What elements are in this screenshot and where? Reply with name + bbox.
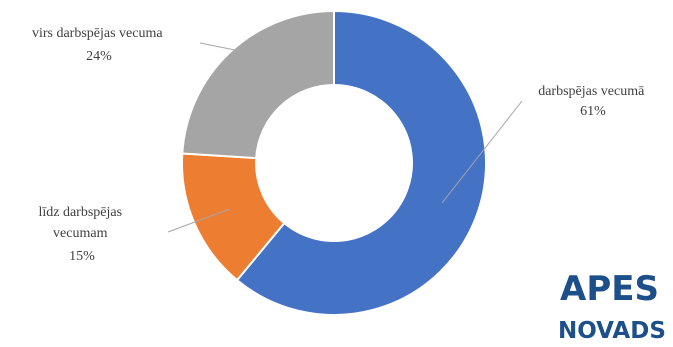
leader-lines-group <box>167 42 523 233</box>
logo-line-apes: APES <box>560 269 659 309</box>
slice-working-age <box>235 9 487 316</box>
label-over-working-age: virs darbspējas vecuma 24% <box>32 26 166 64</box>
label-working-age-percent: 61% <box>580 104 606 119</box>
label-working-age: darbspējas vecumā 61% <box>538 84 648 119</box>
logo-line-novads: NOVADS <box>558 318 666 344</box>
label-under-working-age-percent: 15% <box>69 249 95 264</box>
label-under-working-age-line2: vecumam <box>53 226 108 241</box>
label-over-working-age-name: virs darbspējas vecuma <box>32 26 163 41</box>
leader-working-age <box>441 100 523 204</box>
leader-over-working-age <box>199 42 261 56</box>
apes-novads-logo: APES NOVADS <box>558 269 666 344</box>
label-working-age-name: darbspējas vecumā <box>538 84 645 99</box>
label-over-working-age-percent: 24% <box>86 49 112 64</box>
leader-under-working-age <box>167 208 231 233</box>
label-under-working-age-line1: līdz darbspējas <box>38 205 122 220</box>
slices-group <box>181 9 487 316</box>
slice-over-working-age <box>181 9 335 160</box>
label-under-working-age: līdz darbspējas vecumam 15% <box>38 205 125 264</box>
slice-labels-group: darbspējas vecumā 61% līdz darbspējas ve… <box>32 26 648 264</box>
